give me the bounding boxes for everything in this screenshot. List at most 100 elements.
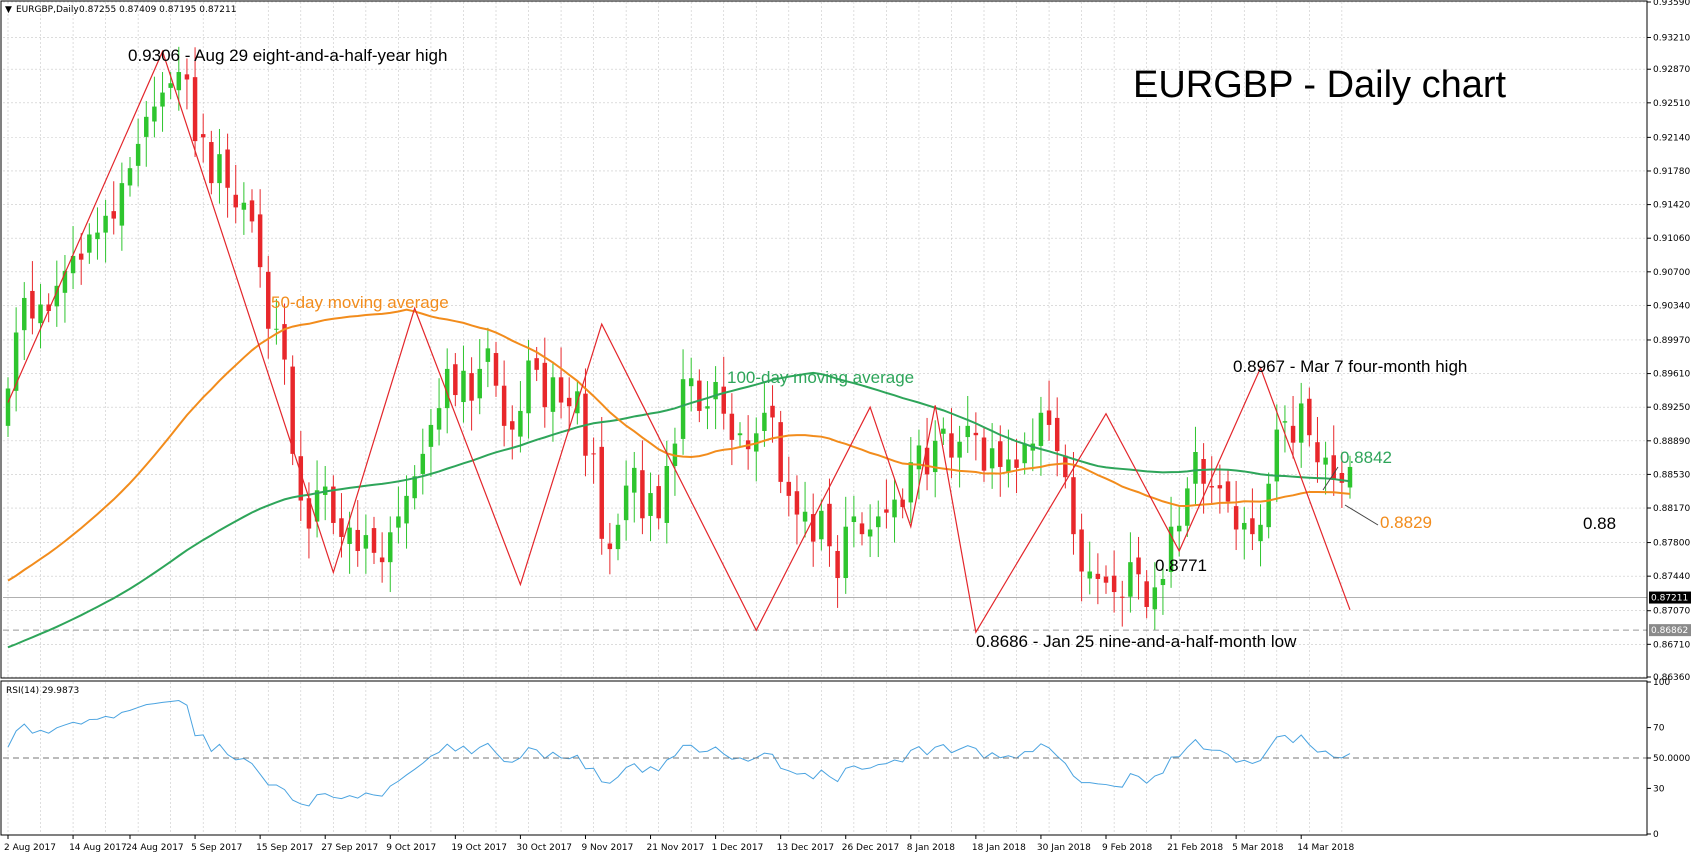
sma100-end-value: 0.8842: [1340, 448, 1392, 467]
time-tick-label: 21 Nov 2017: [647, 843, 705, 853]
candle-body: [542, 362, 548, 408]
candle-body: [1014, 459, 1019, 468]
candle-body: [152, 106, 157, 122]
candle-body: [1063, 455, 1068, 478]
candle-body: [623, 485, 629, 521]
candle-body: [192, 77, 198, 142]
time-tick-label: 1 Dec 2017: [712, 843, 764, 853]
price-tick-label: 0.87440: [1653, 572, 1690, 582]
candle-body: [607, 543, 613, 550]
price-tick-label: 0.90340: [1653, 301, 1690, 311]
candle-body: [396, 516, 401, 528]
candle-body: [729, 413, 735, 440]
candle-body: [932, 440, 938, 473]
candle-body: [1038, 412, 1044, 446]
price-tick-label: 0.89250: [1653, 403, 1690, 413]
candle-body: [54, 285, 60, 307]
rsi-tick-label: 50.0000: [1653, 754, 1690, 764]
candle-body: [802, 511, 808, 522]
candle-body: [266, 271, 271, 329]
rsi-tick-label: 0: [1653, 830, 1659, 840]
candle-body: [680, 379, 686, 439]
candle-body: [1225, 481, 1231, 502]
chart-menu-arrow[interactable]: ▼: [5, 5, 12, 15]
price-tick-label: 0.86710: [1653, 640, 1690, 650]
candle-body: [306, 498, 312, 529]
price-tick-label: 0.88530: [1653, 470, 1690, 480]
candle-body: [62, 270, 68, 293]
candle-body: [257, 214, 263, 268]
candle-body: [697, 380, 702, 411]
candle-body: [428, 424, 434, 447]
candle-body: [461, 370, 466, 403]
candle-body: [331, 486, 336, 523]
candle-body: [13, 332, 19, 391]
zigzag-trendline: [7, 49, 1351, 634]
candle-body: [379, 557, 385, 563]
price-tick-label: 0.92510: [1653, 99, 1690, 109]
price-tick-label: 0.90700: [1653, 268, 1690, 278]
candle-body: [111, 211, 116, 219]
time-tick-label: 5 Sep 2017: [191, 843, 242, 853]
candle-body: [38, 304, 43, 324]
candle-body: [632, 467, 637, 493]
candle-body: [835, 550, 840, 579]
candle-body: [892, 499, 897, 518]
candle-body: [1136, 557, 1141, 575]
candle-body: [233, 194, 238, 208]
candle-body: [1120, 596, 1125, 598]
candle-body: [436, 408, 442, 430]
candle-body: [1087, 571, 1092, 579]
candle-body: [924, 447, 930, 475]
time-tick-label: 15 Sep 2017: [256, 843, 313, 853]
rsi-line: [7, 699, 1351, 807]
candle-body: [1022, 443, 1027, 464]
candle-body: [339, 518, 344, 537]
candle-body: [241, 202, 247, 210]
candle-body: [1209, 486, 1214, 488]
candle-body: [705, 406, 710, 409]
candle-body: [209, 142, 214, 184]
candle-body: [599, 446, 604, 539]
rsi-header: RSI(14) 29.9873: [6, 686, 79, 696]
time-tick-label: 13 Dec 2017: [777, 843, 835, 853]
candle-body: [493, 353, 499, 386]
rsi-tick-label: 100: [1653, 678, 1670, 688]
candle-body: [876, 516, 881, 528]
price-axis: 0.93590 0.93210 0.92870 0.92510 0.92140 0.917…: [1647, 0, 1690, 683]
candle-body: [1250, 518, 1255, 535]
current-price-tag: 0.87211: [1649, 591, 1691, 604]
sma50-line: [7, 308, 1351, 582]
candle-body: [534, 358, 539, 370]
candle-body: [355, 529, 360, 551]
candle-body: [1331, 455, 1336, 481]
candle-body: [453, 364, 458, 396]
candle-body: [1144, 581, 1149, 607]
candle-body: [1242, 522, 1247, 530]
candle-body: [810, 514, 816, 542]
candle-body: [1046, 410, 1052, 425]
time-tick-label: 18 Jan 2018: [972, 843, 1026, 853]
rsi-axis: 100 70 50.0000 30 0: [1647, 678, 1690, 840]
candle-body: [1315, 442, 1320, 463]
candle-body: [664, 466, 670, 523]
price-tick-label: 0.89970: [1653, 336, 1690, 346]
symbol-header: EURGBP,Daily: [16, 5, 79, 15]
rsi-tick-label: 30: [1653, 784, 1665, 794]
annotation-level-088: 0.88: [1583, 514, 1616, 533]
candle-body: [225, 149, 230, 188]
sma50-end-value: 0.8829: [1380, 513, 1432, 532]
candle-body: [1298, 403, 1304, 443]
candle-body: [688, 378, 694, 387]
candle-body: [78, 253, 84, 260]
candle-body: [867, 529, 873, 537]
candle-body: [103, 215, 108, 233]
candle-body: [794, 491, 800, 515]
candle-body: [1054, 417, 1060, 452]
candle-body: [314, 490, 320, 522]
sma100-end-leader: [1322, 466, 1339, 491]
sma100-line: [7, 371, 1351, 649]
time-tick-label: 14 Aug 2017: [69, 843, 127, 853]
time-tick-label: 24 Aug 2017: [126, 843, 184, 853]
candle-body: [469, 373, 474, 401]
